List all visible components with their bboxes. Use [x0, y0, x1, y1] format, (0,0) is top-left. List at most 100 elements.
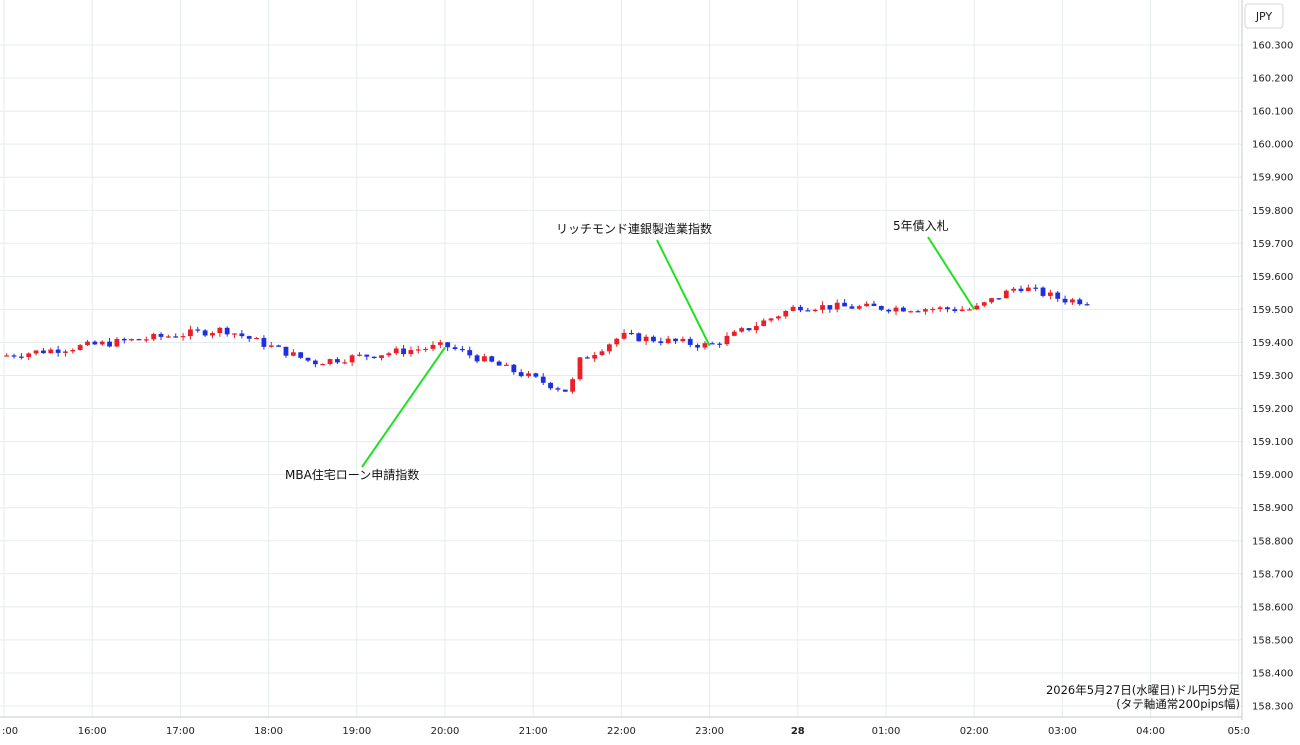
candle-body [371, 356, 377, 359]
candle-body [312, 360, 318, 365]
y-tick-label: 159.200 [1252, 404, 1293, 415]
candle-body [1084, 304, 1090, 306]
candle-body [489, 356, 495, 362]
candle-body [908, 311, 914, 313]
x-tick-label: 17:00 [166, 726, 195, 737]
candle-body [599, 351, 605, 355]
candle-body [886, 309, 892, 312]
candle-body [643, 336, 649, 342]
candle-body [504, 364, 509, 366]
candle-body [526, 373, 531, 377]
x-tick-label: 02:00 [960, 726, 989, 737]
candle-body [614, 338, 620, 345]
candle-body [129, 339, 135, 341]
candle-body [151, 333, 157, 340]
candle-body [320, 364, 326, 366]
candle-body [99, 341, 105, 345]
x-tick-label: 23:00 [695, 726, 724, 737]
currency-label-box [1244, 3, 1284, 29]
candle-body [1003, 290, 1009, 299]
x-tick-label: 22:00 [607, 726, 636, 737]
candle-body [188, 329, 193, 337]
candle-body [467, 350, 473, 356]
candle-body [783, 310, 789, 317]
candle-body [195, 329, 201, 331]
candles [4, 284, 1090, 394]
candle-body [342, 362, 348, 364]
annotations: MBA住宅ローン申請指数 リッチモンド連銀製造業指数 5年債入札 [285, 218, 976, 482]
y-tick-label: 158.900 [1252, 503, 1293, 514]
annotation-leader-line [361, 346, 446, 468]
candle-body [1047, 292, 1053, 296]
candle-body [636, 333, 642, 342]
annotation-label: 5年債入札 [893, 218, 949, 233]
annotation-label: MBA住宅ローン申請指数 [285, 467, 419, 482]
candle-body [121, 338, 127, 341]
x-tick-label: 01:00 [872, 726, 901, 737]
y-tick-label: 158.600 [1252, 602, 1293, 613]
candle-body [849, 306, 855, 309]
candle-body [989, 298, 994, 303]
candle-body [327, 359, 333, 365]
y-tick-label: 159.700 [1252, 239, 1293, 250]
candle-body [173, 336, 179, 338]
candle-body [180, 336, 186, 338]
candle-body [768, 318, 774, 321]
candle-body [496, 361, 502, 366]
candle-body [459, 349, 465, 351]
candle-body [606, 344, 612, 352]
candle-body [415, 349, 421, 351]
candle-body [511, 364, 517, 373]
time-axis-labels: :00 16:00 17:00 18:00 19:00 20:00 21:00 22:00 23… [2, 726, 1250, 737]
candle-body [85, 341, 90, 346]
candle-body [11, 355, 17, 357]
grid-lines [0, 0, 1242, 717]
candle-body [1055, 292, 1061, 299]
x-tick-label: 20:00 [431, 726, 460, 737]
candle-body [18, 356, 24, 358]
candle-body [871, 303, 877, 307]
candle-body [621, 332, 627, 339]
candle-body [357, 354, 362, 356]
candle-body [41, 350, 46, 354]
chart-footnote-line1: 2026年5月27日(水曜日)ドル円5分足 [1046, 683, 1241, 697]
candle-body [776, 316, 781, 319]
candle-body [864, 303, 870, 307]
candle-body [482, 356, 487, 362]
candle-body [276, 345, 282, 347]
candle-body [143, 339, 149, 341]
y-tick-label: 159.400 [1252, 338, 1293, 349]
candle-body [548, 382, 553, 389]
candle-body [232, 333, 237, 335]
candle-body [790, 306, 796, 311]
y-tick-label: 158.700 [1252, 569, 1293, 580]
candle-body [577, 357, 583, 380]
candle-body [680, 338, 686, 342]
candle-body [268, 345, 274, 347]
annotation-leader-line [927, 236, 976, 310]
x-tick-label: 04:00 [1136, 726, 1165, 737]
x-tick-label: 19:00 [342, 726, 371, 737]
candle-body [165, 336, 171, 338]
candle-body [379, 355, 384, 359]
candle-body [298, 352, 304, 358]
y-tick-label: 158.800 [1252, 536, 1293, 547]
candle-body [746, 328, 752, 331]
candle-body [364, 354, 370, 357]
candle-body [900, 307, 906, 312]
candle-body [210, 333, 215, 336]
candle-body [474, 355, 480, 362]
candle-body [1077, 299, 1083, 305]
candle-body [290, 352, 296, 356]
candle-body [393, 348, 399, 354]
candle-body [820, 305, 825, 310]
y-tick-label: 159.000 [1252, 470, 1293, 481]
y-tick-label: 160.100 [1252, 107, 1293, 118]
y-tick-label: 158.300 [1252, 702, 1293, 713]
y-tick-label: 158.500 [1252, 635, 1293, 646]
candle-body [717, 343, 723, 345]
candle-body [533, 373, 539, 377]
candle-body [1062, 298, 1068, 303]
candle-body [945, 307, 950, 310]
